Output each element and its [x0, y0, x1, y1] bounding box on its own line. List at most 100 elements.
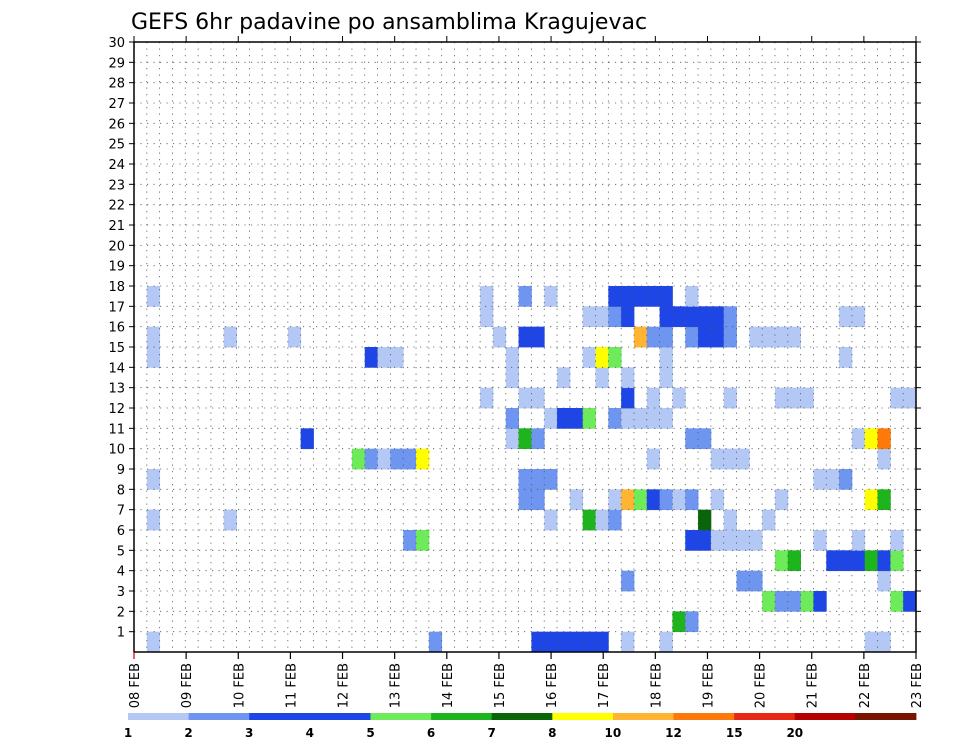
heatmap-cell	[633, 326, 648, 348]
x-tick-label: 20 FEB	[754, 663, 769, 708]
heatmap-cell	[518, 326, 532, 348]
legend-swatch	[612, 713, 674, 720]
heatmap-cell	[659, 631, 673, 653]
x-tick-label: 08 FEB	[128, 663, 143, 708]
heatmap-cell	[595, 631, 609, 653]
y-tick-label: 6	[117, 524, 125, 539]
heatmap-cell	[723, 387, 737, 409]
heatmap-cell	[505, 367, 519, 389]
heatmap-cell	[864, 489, 878, 511]
y-tick-label: 3	[117, 585, 125, 600]
legend-swatch	[370, 713, 432, 720]
heatmap-cell	[851, 428, 866, 450]
heatmap-cell	[864, 428, 878, 450]
y-tick-label: 18	[108, 280, 125, 295]
heatmap-cell	[518, 489, 532, 511]
heatmap-cell	[698, 326, 712, 348]
heatmap-cell	[621, 631, 635, 653]
heatmap-cell	[531, 326, 545, 348]
heatmap-cell	[646, 387, 661, 409]
heatmap-cell	[557, 408, 571, 429]
legend-label: 10	[605, 726, 622, 740]
x-tick-label: 15 FEB	[493, 663, 508, 708]
heatmap-cell	[557, 367, 571, 389]
heatmap-cell	[787, 550, 802, 572]
heatmap-cell	[505, 347, 519, 368]
legend-swatch	[188, 713, 250, 720]
x-tick-label: 11 FEB	[284, 663, 299, 708]
legend-label: 12	[665, 726, 682, 740]
x-tick-label: 18 FEB	[649, 663, 664, 708]
legend-label: 1	[124, 726, 132, 740]
x-tick-label: 23 FEB	[910, 663, 925, 708]
legend-label: 6	[427, 726, 435, 740]
heatmap-cell	[826, 469, 840, 490]
legend-label: 3	[245, 726, 253, 740]
chart-title: GEFS 6hr padavine po ansamblima Kragujev…	[131, 10, 647, 35]
heatmap-cell	[800, 387, 814, 409]
y-tick-label: 2	[117, 605, 125, 620]
heatmap-cell	[621, 367, 635, 389]
heatmap-cell	[774, 387, 789, 409]
heatmap-cell	[877, 550, 891, 572]
heatmap-cell	[531, 387, 545, 409]
y-tick-label: 16	[108, 321, 125, 336]
heatmap-cell	[621, 408, 635, 429]
legend-label: 2	[184, 726, 192, 740]
y-tick-label: 10	[108, 443, 125, 458]
heatmap-cell	[659, 286, 673, 307]
heatmap-cell	[749, 326, 763, 348]
heatmap-cell	[723, 306, 737, 328]
heatmap-cell	[813, 530, 827, 551]
heatmap-cell	[364, 347, 378, 368]
y-tick-label: 25	[108, 138, 125, 153]
legend-swatch	[794, 713, 856, 720]
y-tick-label: 24	[108, 158, 125, 173]
heatmap-cell	[531, 428, 545, 450]
x-tick-label: 16 FEB	[545, 663, 560, 708]
y-tick-label: 9	[117, 463, 125, 478]
heatmap-cell	[544, 631, 558, 653]
heatmap-cell	[569, 408, 584, 429]
heatmap-cell	[480, 286, 494, 307]
y-tick-label: 12	[108, 402, 125, 417]
y-tick-label: 27	[108, 97, 125, 112]
heatmap-cell	[364, 448, 378, 470]
heatmap-cell	[608, 489, 622, 511]
heatmap-cell	[621, 286, 635, 307]
heatmap-cell	[736, 570, 750, 592]
heatmap-cell	[544, 408, 558, 429]
heatmap-cell	[377, 448, 391, 470]
x-tick-label: 14 FEB	[441, 663, 456, 708]
heatmap-cells	[146, 286, 917, 653]
heatmap-cell	[582, 347, 596, 368]
heatmap-cell	[903, 387, 917, 409]
heatmap-cell	[518, 286, 532, 307]
heatmap-cell	[698, 428, 712, 450]
heatmap-cell	[864, 550, 878, 572]
heatmap-cell	[646, 326, 661, 348]
heatmap-cell	[672, 306, 686, 328]
heatmap-cell	[710, 448, 725, 470]
heatmap-cell	[659, 326, 673, 348]
heatmap-cell	[710, 489, 725, 511]
x-tick-label: 19 FEB	[702, 663, 717, 708]
heatmap-cell	[672, 611, 686, 633]
heatmap-cell	[839, 550, 853, 572]
heatmap-cell	[877, 489, 891, 511]
heatmap-cell	[300, 428, 314, 450]
heatmap-cell	[659, 347, 673, 368]
heatmap-cell	[416, 530, 430, 551]
y-tick-label: 26	[108, 117, 125, 132]
heatmap-cell	[608, 286, 622, 307]
heatmap-cell	[813, 469, 827, 490]
heatmap-cell	[672, 489, 686, 511]
y-tick-label: 14	[108, 361, 125, 376]
heatmap-cell	[608, 347, 622, 368]
y-tick-label: 13	[108, 382, 125, 397]
heatmap-cell	[774, 591, 789, 612]
heatmap-cell	[762, 509, 776, 531]
heatmap-cell	[351, 448, 366, 470]
heatmap-cell	[698, 306, 712, 328]
y-tick-label: 28	[108, 77, 125, 92]
